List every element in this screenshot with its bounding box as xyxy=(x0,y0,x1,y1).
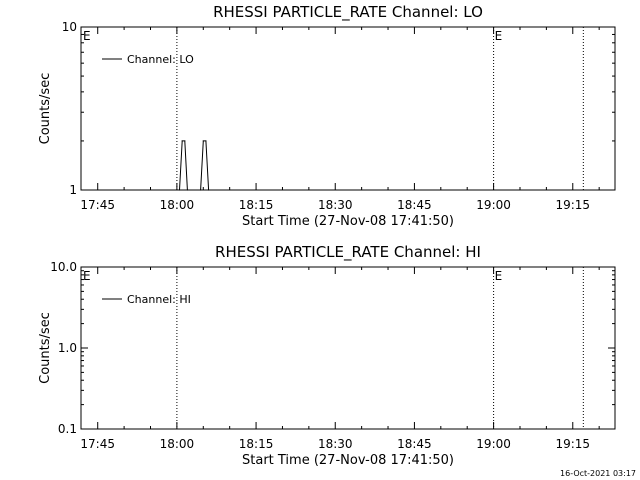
event-marker-label: E xyxy=(495,29,503,43)
y-tick-label: 0.1 xyxy=(58,422,77,436)
chart-title: RHESSI PARTICLE_RATE Channel: HI xyxy=(215,243,481,262)
chart-title: RHESSI PARTICLE_RATE Channel: LO xyxy=(213,3,483,22)
x-tick-label: 18:00 xyxy=(160,198,195,212)
series-line xyxy=(179,140,210,191)
x-tick-label: 18:00 xyxy=(160,437,195,451)
x-tick-label: 18:30 xyxy=(318,437,353,451)
x-tick-label: 18:30 xyxy=(318,198,353,212)
x-tick-label: 18:15 xyxy=(239,437,274,451)
y-axis-label: Counts/sec xyxy=(38,312,53,384)
y-tick-label: 10 xyxy=(62,20,77,34)
x-tick-label: 18:15 xyxy=(239,198,274,212)
plot-frame xyxy=(80,26,616,191)
event-marker-label: E xyxy=(495,269,503,283)
x-tick-label: 17:45 xyxy=(80,198,115,212)
y-tick-label: 1.0 xyxy=(58,341,77,355)
chart-panel-lo: RHESSI PARTICLE_RATE Channel: LO 17:45 18:… xyxy=(38,3,616,229)
chart-panel-hi: RHESSI PARTICLE_RATE Channel: HI 17:45 18:… xyxy=(38,243,616,468)
y-axis-label: Counts/sec xyxy=(38,73,53,145)
x-tick-label: 19:00 xyxy=(476,198,511,212)
generation-timestamp: 16-Oct-2021 03:17 xyxy=(560,469,636,478)
x-tick-label: 19:15 xyxy=(555,437,590,451)
legend-entry: Channel: LO xyxy=(127,53,194,66)
x-tick-label: 17:45 xyxy=(80,437,115,451)
x-tick-label: 19:15 xyxy=(555,198,590,212)
x-axis-label: Start Time (27-Nov-08 17:41:50) xyxy=(242,214,454,229)
y-tick-label: 10.0 xyxy=(50,260,77,274)
x-axis-label: Start Time (27-Nov-08 17:41:50) xyxy=(242,453,454,468)
x-tick-label: 18:45 xyxy=(397,198,432,212)
x-tick-label: 19:00 xyxy=(476,437,511,451)
event-marker-label: E xyxy=(83,269,91,283)
event-marker-label: E xyxy=(83,29,91,43)
x-tick-label: 18:45 xyxy=(397,437,432,451)
legend-entry: Channel: HI xyxy=(127,293,191,306)
y-tick-label: 1 xyxy=(69,183,77,197)
